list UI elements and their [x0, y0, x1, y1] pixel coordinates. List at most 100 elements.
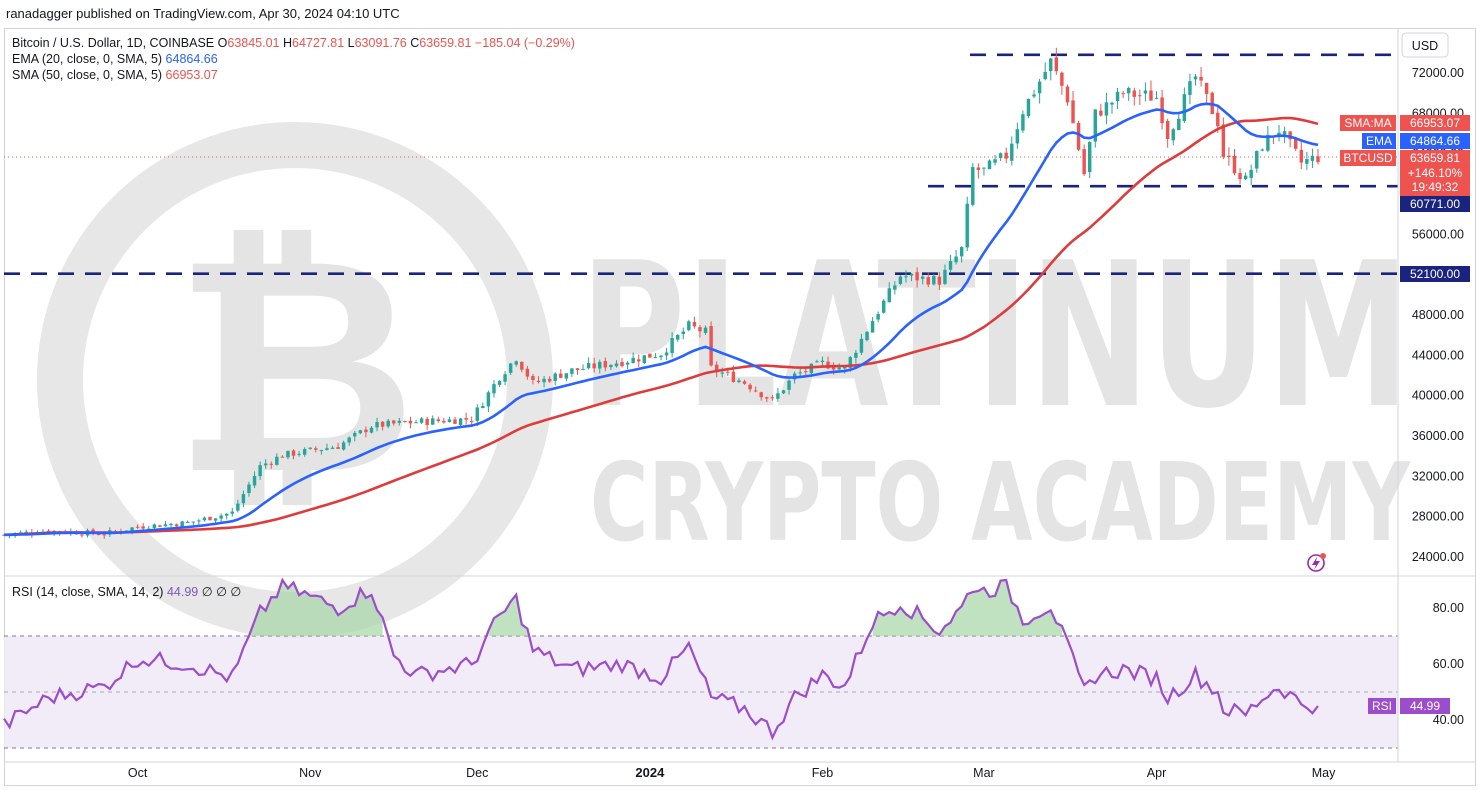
ema-row: EMA (20, close, 0, SMA, 5) 64864.66 [12, 51, 575, 67]
sma-row: SMA (50, close, 0, SMA, 5) 66953.07 [12, 67, 575, 83]
candle-body [1071, 100, 1075, 124]
candle-body [152, 524, 157, 528]
watermark-line1: PLATINUM [580, 220, 1410, 453]
candle-body [553, 373, 557, 381]
candle-body [726, 371, 730, 373]
candle-body [236, 503, 240, 511]
candle-body [1165, 120, 1170, 139]
ema-tag-value: 64864.66 [1410, 134, 1460, 148]
candle-body [1126, 88, 1131, 94]
candle-body [987, 160, 992, 170]
ema-tag-name-bg [1362, 133, 1396, 149]
sym-tag-pct: +146.10% [1408, 166, 1463, 180]
candle-body [765, 397, 769, 399]
rsi-overbought-fill [872, 580, 1062, 636]
candle-body [308, 447, 312, 449]
candle-body [1288, 131, 1292, 140]
candle-body [375, 422, 379, 428]
candle-body [130, 527, 134, 531]
support1-tag-value: 60771.00 [1410, 197, 1460, 211]
candle-body [998, 153, 1003, 159]
candle-body [536, 380, 541, 383]
change-value: −185.04 (−0.29%) [474, 36, 575, 50]
candle-body [364, 429, 368, 433]
candle-body [1243, 175, 1248, 180]
rsi-tag-name-bg [1368, 698, 1396, 714]
rsi-overbought-fills [249, 580, 1062, 636]
candle-body [1065, 86, 1070, 103]
candle-body [1082, 149, 1086, 175]
candle-body [230, 511, 234, 514]
candle-body [965, 203, 969, 248]
rsi-scale[interactable]: 80.00 60.00 40.00 [1433, 601, 1464, 727]
candle-body [1255, 151, 1259, 169]
candle-body [592, 363, 596, 369]
candle-body [436, 419, 441, 421]
candle-body [1216, 112, 1220, 127]
candle-body [358, 430, 363, 434]
candle-body [1060, 72, 1064, 86]
candle-body [397, 420, 402, 423]
candle-body [581, 369, 585, 371]
candle-body [748, 384, 752, 390]
support2-tag-bg [1400, 266, 1470, 282]
candle-body [431, 418, 435, 425]
candle-body [1266, 134, 1270, 151]
candle-body [503, 374, 507, 382]
candle-body [1316, 156, 1320, 163]
candle-body [414, 422, 418, 424]
rsi-extra: ∅ ∅ ∅ [201, 585, 242, 599]
candle-body [514, 361, 518, 365]
candle-body [692, 322, 697, 327]
candle-body [570, 368, 574, 374]
candle-body [341, 442, 346, 450]
ema20-line [4, 102, 1319, 537]
sym-tag-timer: 19:49:32 [1412, 180, 1459, 194]
price-tick-label: 56000.00 [1412, 227, 1464, 241]
candle-body [714, 364, 719, 373]
candle-body [475, 407, 479, 421]
sma-value: 66953.07 [165, 68, 218, 82]
candle-body [976, 167, 981, 170]
open-value: 63845.01 [227, 36, 280, 50]
candle-body [1093, 109, 1098, 142]
price-tick-label: 40000.00 [1412, 389, 1464, 403]
candle-body [1232, 155, 1237, 174]
candle-body [1171, 129, 1175, 141]
candle-body [759, 392, 763, 398]
candle-body [141, 526, 145, 529]
candle-body [1054, 57, 1059, 72]
alert-icon[interactable] [1307, 553, 1326, 572]
candle-body [297, 453, 301, 455]
time-tick-label: Apr [1147, 766, 1166, 780]
candle-body [1004, 152, 1008, 159]
watermark-line2: CRYPTO ACADEMY [590, 441, 1411, 566]
ema-tag-bg [1400, 133, 1470, 149]
candle-body [1199, 76, 1203, 81]
candle-body [252, 475, 257, 486]
candle-body [948, 260, 953, 270]
price-tick-label: 36000.00 [1412, 429, 1464, 443]
close-label: C [410, 36, 420, 50]
ema-tag-name: EMA [1366, 134, 1392, 148]
currency-button[interactable]: USD [1401, 32, 1449, 58]
candle-body [2, 534, 6, 536]
candle-body [492, 384, 496, 394]
rsi-value: 44.99 [166, 585, 199, 599]
candle-body [286, 450, 290, 458]
candle-body [932, 275, 936, 285]
rsi-tick-label: 80.00 [1433, 601, 1464, 615]
candle-body [881, 300, 886, 313]
candle-body [1238, 172, 1242, 180]
time-scale[interactable]: Oct Nov Dec 2024 Feb Mar Apr May [128, 765, 1336, 780]
sym-tag-name: BTCUSD [1343, 151, 1393, 165]
candle-body [776, 393, 780, 399]
candle-body [926, 277, 930, 285]
candle-body [1188, 81, 1192, 95]
candle-body [280, 456, 285, 458]
candle-body [937, 276, 942, 285]
price-tick-label: 72000.00 [1412, 66, 1464, 80]
candle-body [380, 421, 385, 427]
candle-body [709, 326, 713, 366]
